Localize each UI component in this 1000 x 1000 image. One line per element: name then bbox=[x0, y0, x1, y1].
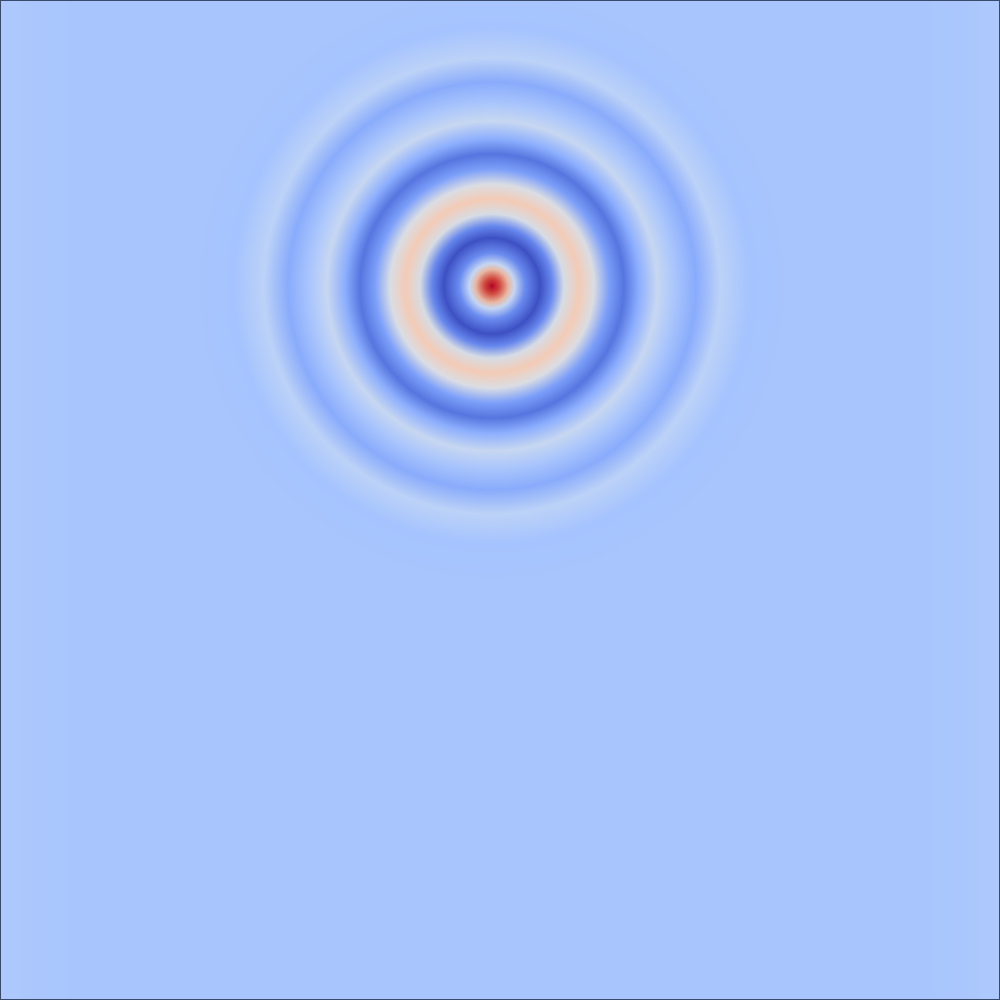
wave-field bbox=[0, 0, 1000, 1000]
page bbox=[0, 0, 1000, 1000]
edge-shading bbox=[0, 0, 1000, 1000]
